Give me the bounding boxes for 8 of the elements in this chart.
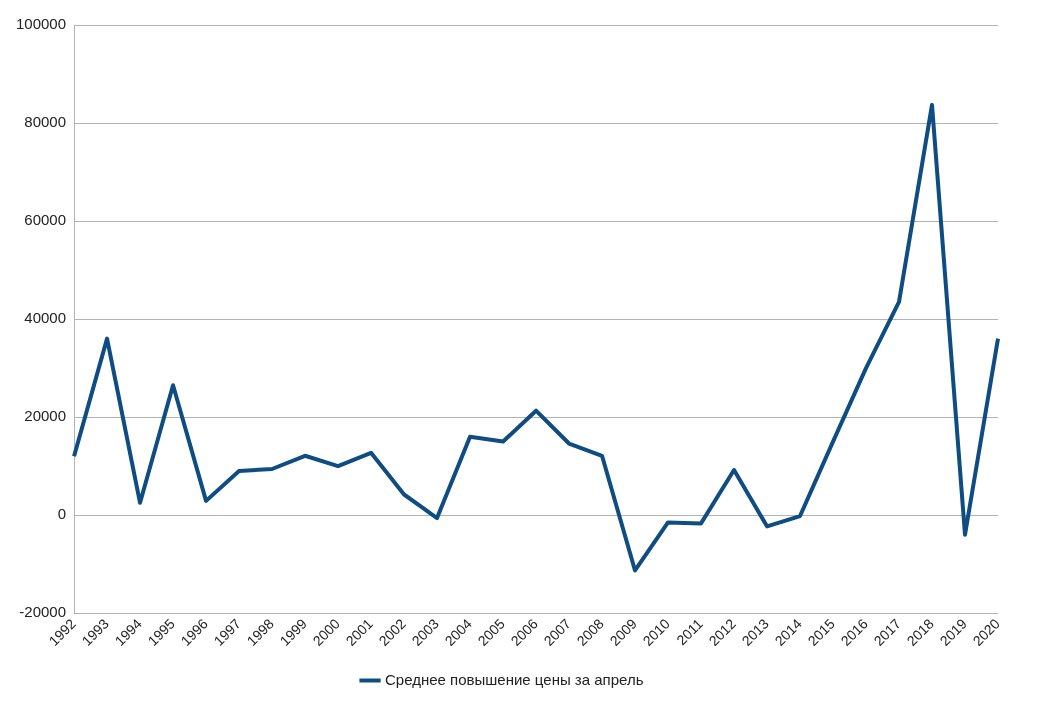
y-tick-label: 20000	[24, 407, 67, 425]
y-tick-label: 40000	[24, 309, 67, 327]
y-tick-label: 100000	[15, 15, 67, 33]
y-tick-label: 80000	[24, 113, 67, 131]
legend-label: Среднее повышение цены за апрель	[385, 670, 644, 688]
y-tick-label: 60000	[24, 211, 67, 229]
y-tick-label: 0	[57, 505, 67, 523]
y-tick-label: -20000	[19, 603, 67, 621]
